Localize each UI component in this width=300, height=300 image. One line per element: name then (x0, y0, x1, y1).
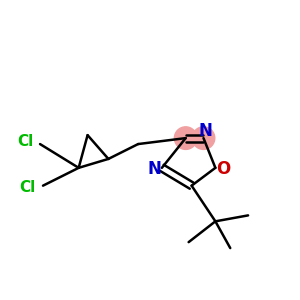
Text: N: N (148, 160, 161, 178)
Circle shape (192, 127, 215, 149)
Text: Cl: Cl (17, 134, 34, 148)
Text: O: O (216, 160, 230, 178)
Text: Cl: Cl (19, 180, 36, 195)
Text: N: N (198, 122, 212, 140)
Circle shape (174, 127, 197, 149)
